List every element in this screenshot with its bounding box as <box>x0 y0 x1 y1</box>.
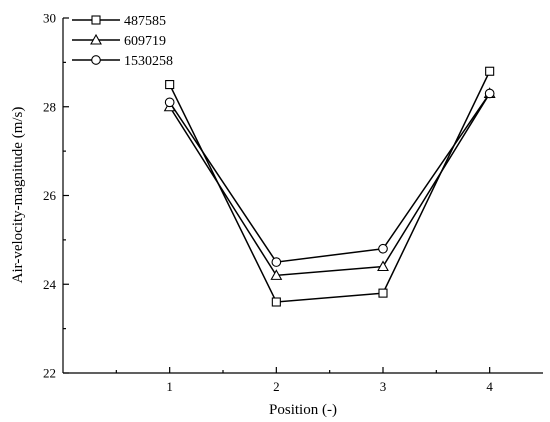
data-point-circle <box>164 97 175 108</box>
data-point-circle <box>484 88 495 99</box>
y-tick-label: 26 <box>43 188 57 203</box>
series-line <box>169 93 491 277</box>
series-line <box>168 70 491 303</box>
y-tick-label: 28 <box>43 99 56 114</box>
data-point-circle <box>378 243 388 254</box>
y-tick-label: 22 <box>43 366 56 381</box>
x-axis-title: Position (-) <box>269 402 337 418</box>
axes <box>62 18 543 374</box>
data-point-triangle <box>270 269 283 280</box>
series-line <box>169 93 491 263</box>
legend-label: 1530258 <box>124 54 173 69</box>
legend-item: 1530258 <box>72 54 173 69</box>
data-point-square <box>485 66 495 76</box>
x-tick-label: 2 <box>273 379 280 394</box>
legend-label: 487585 <box>124 14 166 29</box>
legend: 487585 609719 1530258 <box>72 14 173 69</box>
x-tick-label: 4 <box>486 379 493 394</box>
legend-item: 487585 <box>72 14 166 29</box>
series-group <box>163 66 496 307</box>
legend-marker-square <box>91 15 101 25</box>
series-609719 <box>163 87 496 280</box>
x-tick-label: 1 <box>166 379 173 394</box>
y-axis-title: Air-velocity-magnitude (m/s) <box>10 107 26 284</box>
series-487585 <box>165 66 495 307</box>
legend-label: 609719 <box>124 34 166 49</box>
data-point-square <box>165 80 175 90</box>
data-point-square <box>271 297 281 307</box>
data-point-circle <box>271 257 282 267</box>
legend-item: 609719 <box>72 33 166 49</box>
data-point-triangle <box>377 260 389 272</box>
series-1530258 <box>164 88 495 267</box>
legend-marker-triangle <box>90 33 102 45</box>
x-tick-label: 3 <box>380 379 387 394</box>
data-point-square <box>378 288 388 298</box>
legend-marker-circle <box>91 55 101 65</box>
ticks: 22 24 26 28 30 1 2 3 4 <box>43 11 493 395</box>
y-tick-label: 24 <box>43 277 57 292</box>
y-tick-label: 30 <box>43 11 56 26</box>
